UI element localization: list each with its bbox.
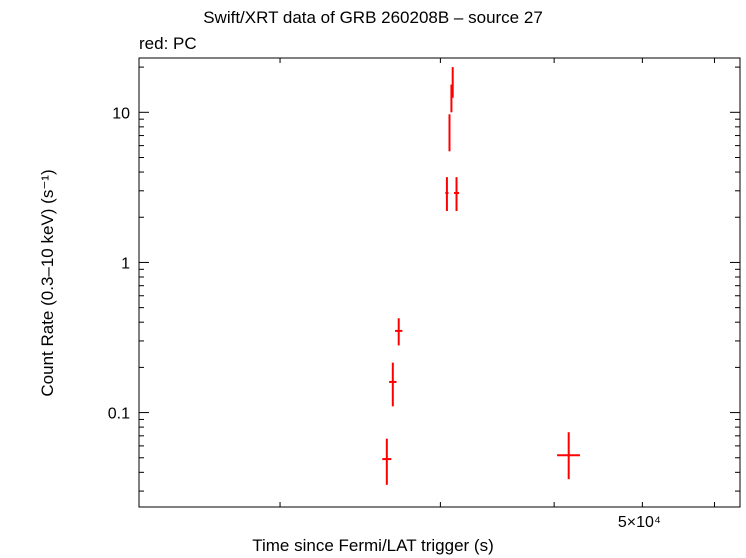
data-point xyxy=(453,177,460,212)
x-tick-label: 5×10⁴ xyxy=(618,514,661,531)
chart-title: Swift/XRT data of GRB 260208B – source 2… xyxy=(203,8,543,27)
data-point xyxy=(389,362,397,407)
data-point xyxy=(445,177,449,212)
plot-frame xyxy=(138,57,741,508)
data-point xyxy=(557,432,580,480)
data-point xyxy=(451,67,454,98)
y-tick-label: 1 xyxy=(121,255,130,272)
x-axis-label: Time since Fermi/LAT trigger (s) xyxy=(252,536,494,555)
data-point xyxy=(395,318,403,346)
chart-subtitle: red: PC xyxy=(139,34,197,53)
y-tick-label: 10 xyxy=(112,105,130,122)
y-tick-label: 0.1 xyxy=(108,406,130,423)
data-points xyxy=(382,67,580,485)
data-point xyxy=(382,438,392,485)
data-point xyxy=(448,114,451,152)
axis-ticks: 0.1 1 10 5×10⁴ xyxy=(108,58,740,531)
